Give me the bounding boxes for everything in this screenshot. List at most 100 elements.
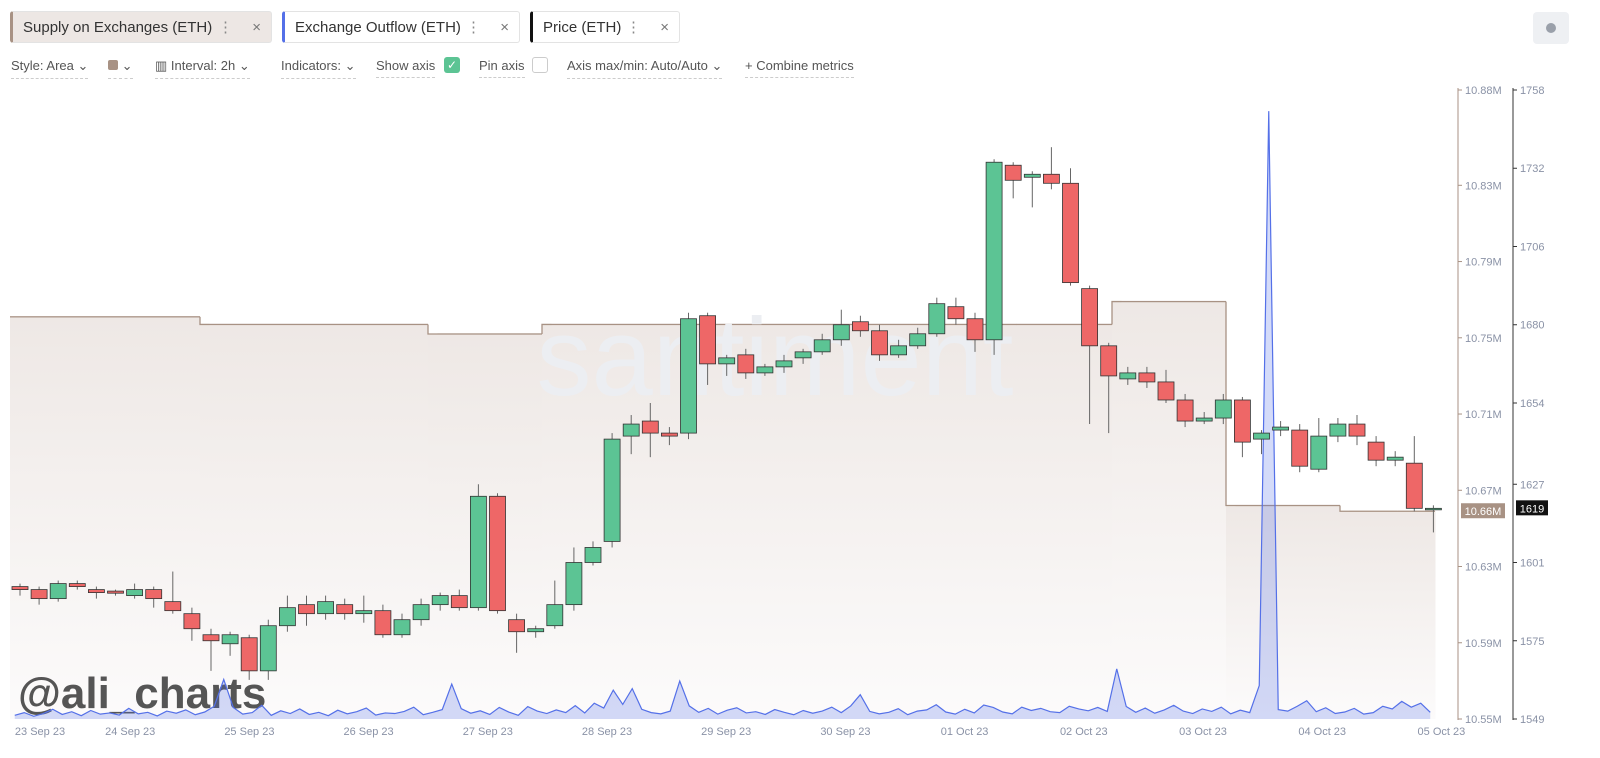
supply-area — [798, 324, 809, 719]
tab[interactable]: Exchange Outflow (ETH) ⋮ × — [282, 11, 520, 43]
label: Interval: 2h — [170, 58, 236, 73]
checkbox[interactable] — [532, 57, 548, 73]
supply-area — [1112, 301, 1122, 719]
candle-body — [985, 161, 1003, 341]
candle-body — [928, 303, 946, 335]
supply-line — [427, 324, 438, 335]
candle-body — [622, 423, 640, 437]
supply-area — [1311, 505, 1322, 719]
label: Combine metrics — [756, 58, 854, 73]
candle-body — [88, 589, 105, 593]
supply-area — [314, 324, 324, 719]
supply-area — [523, 333, 533, 719]
x-tick-label: 25 Sep 23 — [224, 726, 274, 738]
candle-body — [661, 432, 678, 437]
supply-area — [694, 324, 704, 719]
candle-body — [871, 330, 888, 356]
combine-metrics[interactable]: + Combine metrics — [745, 58, 854, 78]
y2-tick-label: 10.75M — [1465, 333, 1502, 345]
supply-area — [627, 324, 638, 719]
supply-area — [1406, 511, 1417, 719]
supply-area — [675, 324, 685, 719]
candle-body — [1310, 435, 1328, 470]
settings-button[interactable] — [1533, 12, 1569, 44]
candle-body — [1405, 462, 1423, 509]
candle-body — [1348, 423, 1366, 437]
supply-area — [808, 324, 818, 719]
x-tick-label: 29 Sep 23 — [701, 726, 751, 738]
supply-area — [143, 316, 153, 719]
supply-area — [703, 324, 714, 719]
supply-area — [1359, 511, 1369, 719]
tab[interactable]: Price (ETH) ⋮ × — [530, 11, 680, 43]
show-axis[interactable]: Show axis — [376, 58, 436, 78]
supply-area — [1387, 511, 1398, 719]
supply-area — [152, 316, 163, 719]
x-tick-label: 02 Oct 23 — [1060, 726, 1108, 738]
supply-area — [1226, 505, 1236, 719]
supply-area — [114, 316, 125, 719]
supply-area — [1150, 301, 1160, 719]
candle-body — [1157, 381, 1175, 401]
supply-area — [1378, 511, 1388, 719]
axis-minmax[interactable]: Axis max/min: Auto/Auto ⌄ — [567, 58, 723, 79]
candle-body — [756, 366, 774, 374]
candle-body — [183, 613, 201, 630]
tab-label: Supply on Exchanges (ETH) — [23, 18, 213, 36]
candle-body — [11, 586, 29, 590]
supply-area — [456, 333, 467, 719]
supply-area — [1397, 511, 1407, 719]
x-tick-label: 28 Sep 23 — [582, 726, 632, 738]
candle-body — [49, 583, 67, 600]
supply-area — [1026, 324, 1037, 719]
candle-body — [1234, 399, 1251, 443]
y-tick-label: 1575 — [1520, 636, 1544, 648]
candle-body — [145, 589, 163, 600]
supply-area — [770, 324, 780, 719]
supply-area — [200, 324, 210, 719]
candle-body — [1004, 164, 1022, 181]
supply-area — [637, 324, 647, 719]
candle-body — [164, 601, 182, 612]
color-select[interactable]: ⌄ — [108, 58, 133, 79]
indicators[interactable]: Indicators: ⌄ — [281, 58, 356, 79]
candle-body — [966, 318, 984, 341]
tab[interactable]: Supply on Exchanges (ETH) ⋮ × — [10, 11, 272, 43]
candle-body — [336, 604, 354, 615]
y-tick-label: 1627 — [1520, 479, 1544, 491]
candle-body — [30, 589, 48, 600]
supply-area — [979, 324, 989, 719]
candle-body — [852, 321, 869, 332]
supply-area — [827, 324, 837, 719]
pin-axis[interactable]: Pin axis — [479, 58, 525, 78]
candle-body — [1386, 456, 1404, 461]
candle-body — [221, 634, 239, 645]
supply-area — [257, 324, 267, 719]
interval-select[interactable]: ▥ Interval: 2h ⌄ — [155, 58, 250, 79]
supply-area — [950, 324, 961, 719]
checkbox[interactable]: ✓ — [444, 57, 460, 73]
y2-tick-label: 10.71M — [1465, 409, 1502, 421]
label: Pin axis — [479, 58, 525, 73]
supply-area — [342, 324, 353, 719]
style-select[interactable]: Style: Area ⌄ — [11, 58, 89, 79]
supply-area — [1131, 301, 1141, 719]
supply-area — [855, 324, 866, 719]
supply-area — [219, 324, 229, 719]
candle-body — [1291, 429, 1309, 467]
candle-body — [565, 562, 583, 606]
x-tick-label: 30 Sep 23 — [820, 726, 870, 738]
y-tick-label: 1601 — [1520, 558, 1544, 570]
y2-tick-label: 10.79M — [1465, 257, 1502, 269]
supply-area — [922, 324, 932, 719]
supply-area — [1330, 505, 1341, 719]
supply-area — [713, 324, 723, 719]
supply-area — [1235, 505, 1246, 719]
supply-area — [884, 324, 894, 719]
candle-body — [527, 628, 545, 633]
supply-area — [48, 316, 58, 719]
supply-area — [874, 324, 885, 719]
supply-area — [409, 324, 419, 719]
candle-body — [699, 315, 716, 365]
